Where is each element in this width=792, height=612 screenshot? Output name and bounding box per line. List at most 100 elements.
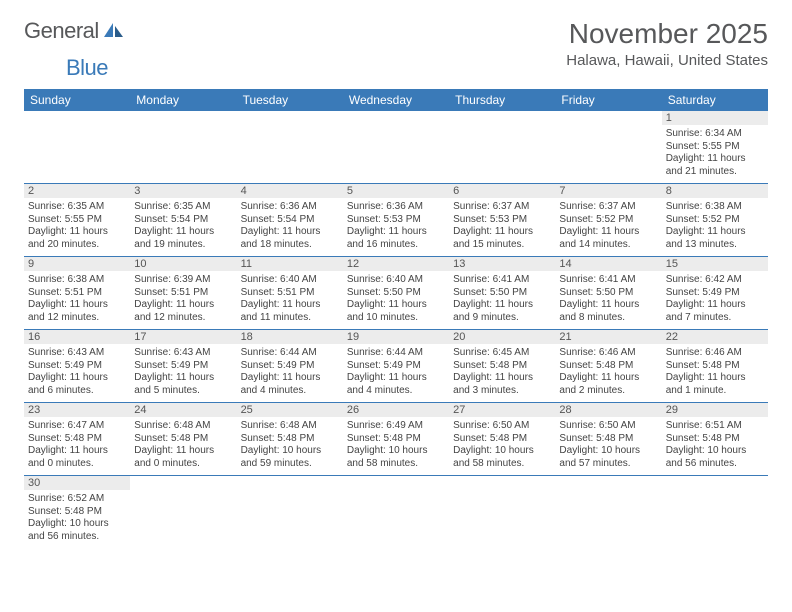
empty-cell — [449, 490, 555, 548]
daylight-text: and 21 minutes. — [666, 166, 764, 179]
day-number: 30 — [24, 476, 130, 490]
sunrise-text: Sunrise: 6:43 AM — [28, 347, 126, 360]
day-number — [343, 111, 449, 125]
sunset-text: Sunset: 5:55 PM — [28, 214, 126, 227]
sunset-text: Sunset: 5:48 PM — [241, 433, 339, 446]
day-number — [24, 111, 130, 125]
day-number: 28 — [555, 403, 661, 417]
sunset-text: Sunset: 5:48 PM — [559, 360, 657, 373]
day-number: 23 — [24, 403, 130, 417]
sunset-text: Sunset: 5:55 PM — [666, 141, 764, 154]
sunrise-text: Sunrise: 6:48 AM — [241, 420, 339, 433]
day-number: 1 — [662, 111, 768, 125]
day-cell: Sunrise: 6:35 AMSunset: 5:55 PMDaylight:… — [24, 198, 130, 256]
daylight-text: Daylight: 11 hours — [453, 226, 551, 239]
daylight-text: Daylight: 11 hours — [241, 299, 339, 312]
sunrise-text: Sunrise: 6:40 AM — [241, 274, 339, 287]
day-cell: Sunrise: 6:41 AMSunset: 5:50 PMDaylight:… — [449, 271, 555, 329]
daylight-text: and 10 minutes. — [347, 312, 445, 325]
page: General November 2025 Halawa, Hawaii, Un… — [0, 0, 792, 548]
day-number: 4 — [237, 184, 343, 198]
daylight-text: Daylight: 11 hours — [241, 226, 339, 239]
empty-cell — [130, 490, 236, 548]
sunrise-text: Sunrise: 6:47 AM — [28, 420, 126, 433]
day-number: 12 — [343, 257, 449, 271]
day-number: 26 — [343, 403, 449, 417]
sunset-text: Sunset: 5:50 PM — [559, 287, 657, 300]
sunset-text: Sunset: 5:49 PM — [241, 360, 339, 373]
daylight-text: Daylight: 11 hours — [241, 372, 339, 385]
sunset-text: Sunset: 5:48 PM — [559, 433, 657, 446]
day-cell: Sunrise: 6:44 AMSunset: 5:49 PMDaylight:… — [343, 344, 449, 402]
daylight-text: and 5 minutes. — [134, 385, 232, 398]
sunset-text: Sunset: 5:50 PM — [347, 287, 445, 300]
logo-text-general: General — [24, 18, 99, 44]
sunset-text: Sunset: 5:50 PM — [453, 287, 551, 300]
empty-cell — [555, 125, 661, 183]
daylight-text: Daylight: 10 hours — [347, 445, 445, 458]
sunrise-text: Sunrise: 6:50 AM — [559, 420, 657, 433]
sunrise-text: Sunrise: 6:36 AM — [347, 201, 445, 214]
daylight-text: and 59 minutes. — [241, 458, 339, 471]
day-cell: Sunrise: 6:51 AMSunset: 5:48 PMDaylight:… — [662, 417, 768, 475]
title-block: November 2025 Halawa, Hawaii, United Sta… — [566, 18, 768, 69]
empty-cell — [343, 490, 449, 548]
daylight-text: Daylight: 11 hours — [28, 299, 126, 312]
daylight-text: Daylight: 11 hours — [134, 226, 232, 239]
daylight-text: and 1 minute. — [666, 385, 764, 398]
week-row: Sunrise: 6:52 AMSunset: 5:48 PMDaylight:… — [24, 490, 768, 548]
day-number: 21 — [555, 330, 661, 344]
sunset-text: Sunset: 5:48 PM — [347, 433, 445, 446]
sunset-text: Sunset: 5:53 PM — [453, 214, 551, 227]
daylight-text: Daylight: 11 hours — [347, 299, 445, 312]
daylight-text: Daylight: 10 hours — [28, 518, 126, 531]
day-header: Friday — [555, 89, 661, 111]
day-number: 27 — [449, 403, 555, 417]
day-cell: Sunrise: 6:46 AMSunset: 5:48 PMDaylight:… — [555, 344, 661, 402]
day-cell: Sunrise: 6:40 AMSunset: 5:50 PMDaylight:… — [343, 271, 449, 329]
sunrise-text: Sunrise: 6:43 AM — [134, 347, 232, 360]
day-number — [237, 476, 343, 490]
daylight-text: Daylight: 11 hours — [666, 299, 764, 312]
day-number: 13 — [449, 257, 555, 271]
week-row: Sunrise: 6:43 AMSunset: 5:49 PMDaylight:… — [24, 344, 768, 402]
empty-cell — [237, 125, 343, 183]
empty-cell — [343, 125, 449, 183]
daylight-text: Daylight: 10 hours — [453, 445, 551, 458]
day-cell: Sunrise: 6:39 AMSunset: 5:51 PMDaylight:… — [130, 271, 236, 329]
daylight-text: Daylight: 11 hours — [347, 226, 445, 239]
day-cell: Sunrise: 6:47 AMSunset: 5:48 PMDaylight:… — [24, 417, 130, 475]
day-number: 11 — [237, 257, 343, 271]
daylight-text: and 12 minutes. — [134, 312, 232, 325]
week-row: Sunrise: 6:34 AMSunset: 5:55 PMDaylight:… — [24, 125, 768, 183]
empty-cell — [130, 125, 236, 183]
daylight-text: and 20 minutes. — [28, 239, 126, 252]
day-number: 2 — [24, 184, 130, 198]
day-cell: Sunrise: 6:36 AMSunset: 5:53 PMDaylight:… — [343, 198, 449, 256]
daylight-text: and 4 minutes. — [347, 385, 445, 398]
daylight-text: Daylight: 11 hours — [134, 445, 232, 458]
daylight-text: and 8 minutes. — [559, 312, 657, 325]
day-number — [237, 111, 343, 125]
daylight-text: and 0 minutes. — [28, 458, 126, 471]
day-header: Thursday — [449, 89, 555, 111]
day-cell: Sunrise: 6:43 AMSunset: 5:49 PMDaylight:… — [130, 344, 236, 402]
day-cell: Sunrise: 6:38 AMSunset: 5:52 PMDaylight:… — [662, 198, 768, 256]
day-number: 18 — [237, 330, 343, 344]
sunset-text: Sunset: 5:49 PM — [666, 287, 764, 300]
day-cell: Sunrise: 6:34 AMSunset: 5:55 PMDaylight:… — [662, 125, 768, 183]
sunset-text: Sunset: 5:49 PM — [28, 360, 126, 373]
sunset-text: Sunset: 5:52 PM — [666, 214, 764, 227]
daylight-text: Daylight: 11 hours — [666, 226, 764, 239]
sunrise-text: Sunrise: 6:39 AM — [134, 274, 232, 287]
daylight-text: Daylight: 11 hours — [347, 372, 445, 385]
day-number: 16 — [24, 330, 130, 344]
day-cell: Sunrise: 6:48 AMSunset: 5:48 PMDaylight:… — [130, 417, 236, 475]
month-title: November 2025 — [566, 18, 768, 50]
sunrise-text: Sunrise: 6:45 AM — [453, 347, 551, 360]
daylight-text: and 15 minutes. — [453, 239, 551, 252]
day-header: Tuesday — [237, 89, 343, 111]
sunset-text: Sunset: 5:48 PM — [28, 433, 126, 446]
week-row: Sunrise: 6:35 AMSunset: 5:55 PMDaylight:… — [24, 198, 768, 256]
daylight-text: Daylight: 11 hours — [559, 299, 657, 312]
